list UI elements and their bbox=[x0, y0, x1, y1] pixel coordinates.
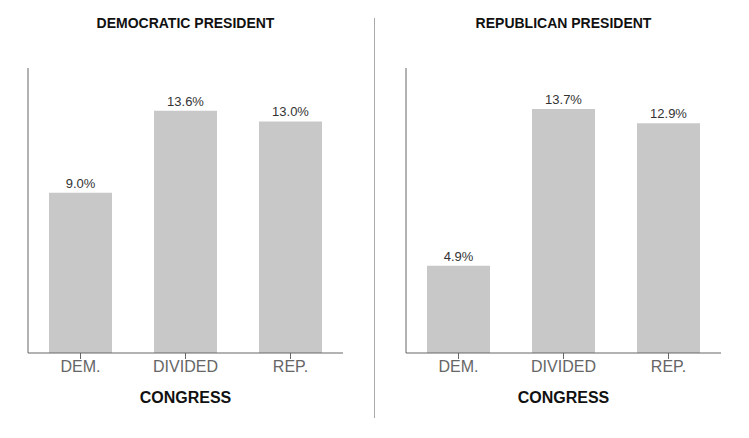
svg-text:CONGRESS: CONGRESS bbox=[140, 389, 232, 406]
svg-text:13.0%: 13.0% bbox=[272, 104, 309, 119]
svg-text:13.6%: 13.6% bbox=[167, 94, 204, 109]
svg-text:12.9%: 12.9% bbox=[650, 106, 687, 121]
svg-text:REP.: REP. bbox=[273, 358, 308, 375]
svg-text:DEM.: DEM. bbox=[61, 358, 101, 375]
svg-text:DIVIDED: DIVIDED bbox=[153, 358, 218, 375]
svg-text:REP.: REP. bbox=[651, 358, 686, 375]
html-text:REPUBLICAN PRESIDENT: REPUBLICAN PRESIDENT bbox=[475, 15, 652, 31]
svg-text:9.0%: 9.0% bbox=[66, 176, 96, 191]
svg-text:13.7%: 13.7% bbox=[545, 92, 582, 107]
svg-text:DIVIDED: DIVIDED bbox=[531, 358, 596, 375]
svg-text:DEM.: DEM. bbox=[439, 358, 479, 375]
html-text:DEMOCRATIC PRESIDENT: DEMOCRATIC PRESIDENT bbox=[96, 15, 275, 31]
svg-text:4.9%: 4.9% bbox=[444, 249, 474, 264]
svg-text:CONGRESS: CONGRESS bbox=[518, 389, 610, 406]
